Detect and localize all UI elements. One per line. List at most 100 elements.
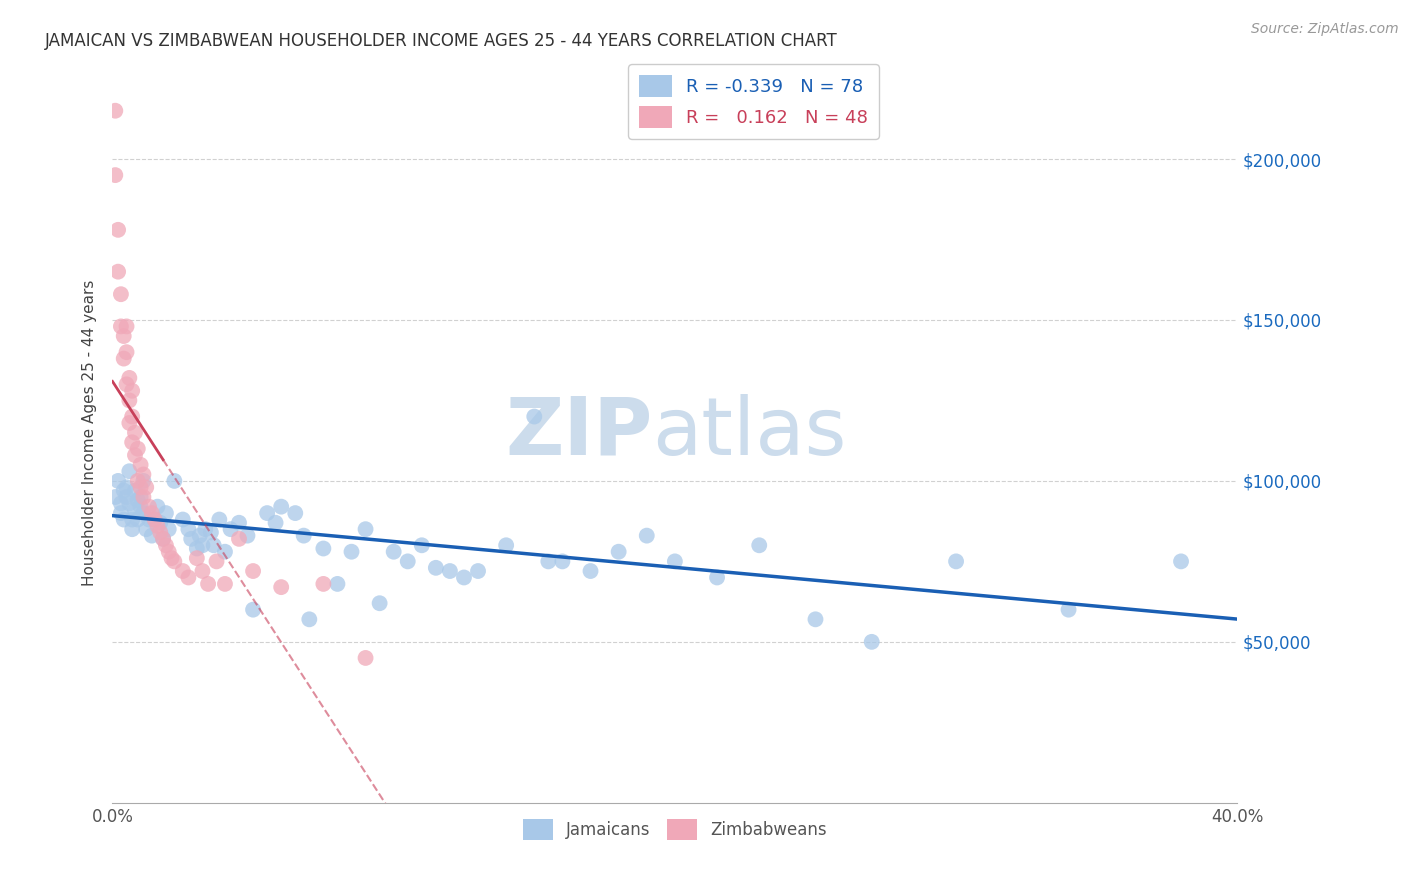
- Point: [160, 551, 183, 566]
- Point: [157, 522, 180, 536]
- Point: [523, 409, 546, 424]
- Point: [172, 564, 194, 578]
- Point: [312, 541, 335, 556]
- Point: [129, 490, 152, 504]
- Point: [242, 602, 264, 616]
- Point: [292, 528, 315, 542]
- Point: [121, 384, 143, 398]
- Point: [121, 409, 143, 424]
- Point: [186, 541, 208, 556]
- Point: [205, 554, 228, 568]
- Point: [579, 564, 602, 578]
- Point: [104, 490, 127, 504]
- Text: Source: ZipAtlas.com: Source: ZipAtlas.com: [1251, 22, 1399, 37]
- Point: [202, 538, 225, 552]
- Point: [127, 442, 149, 456]
- Legend: Jamaicans, Zimbabweans: Jamaicans, Zimbabweans: [516, 813, 834, 847]
- Point: [110, 287, 132, 301]
- Point: [121, 435, 143, 450]
- Point: [129, 500, 152, 514]
- Point: [149, 516, 172, 530]
- Point: [112, 512, 135, 526]
- Point: [129, 458, 152, 472]
- Point: [219, 522, 242, 536]
- Point: [188, 528, 211, 542]
- Point: [104, 103, 127, 118]
- Point: [242, 564, 264, 578]
- Point: [177, 522, 200, 536]
- Point: [127, 474, 149, 488]
- Point: [200, 525, 222, 540]
- Point: [706, 570, 728, 584]
- Point: [495, 538, 517, 552]
- Text: atlas: atlas: [652, 393, 846, 472]
- Point: [132, 467, 155, 482]
- Point: [264, 516, 287, 530]
- Point: [748, 538, 770, 552]
- Point: [132, 490, 155, 504]
- Point: [537, 554, 560, 568]
- Text: ZIP: ZIP: [505, 393, 652, 472]
- Point: [107, 265, 129, 279]
- Point: [118, 371, 141, 385]
- Point: [135, 522, 157, 536]
- Point: [143, 512, 166, 526]
- Point: [354, 651, 377, 665]
- Point: [127, 493, 149, 508]
- Point: [110, 496, 132, 510]
- Point: [124, 425, 146, 440]
- Point: [425, 561, 447, 575]
- Point: [340, 545, 363, 559]
- Point: [132, 474, 155, 488]
- Point: [298, 612, 321, 626]
- Point: [236, 528, 259, 542]
- Point: [129, 480, 152, 494]
- Point: [214, 545, 236, 559]
- Point: [945, 554, 967, 568]
- Point: [146, 500, 169, 514]
- Point: [141, 506, 163, 520]
- Point: [228, 516, 250, 530]
- Point: [115, 480, 138, 494]
- Point: [146, 519, 169, 533]
- Point: [326, 577, 349, 591]
- Point: [118, 496, 141, 510]
- Point: [112, 483, 135, 498]
- Point: [197, 577, 219, 591]
- Point: [115, 490, 138, 504]
- Point: [112, 329, 135, 343]
- Point: [121, 512, 143, 526]
- Point: [551, 554, 574, 568]
- Point: [439, 564, 461, 578]
- Point: [664, 554, 686, 568]
- Point: [607, 545, 630, 559]
- Point: [149, 525, 172, 540]
- Point: [118, 393, 141, 408]
- Point: [368, 596, 391, 610]
- Y-axis label: Householder Income Ages 25 - 44 years: Householder Income Ages 25 - 44 years: [82, 279, 97, 586]
- Point: [135, 480, 157, 494]
- Point: [467, 564, 489, 578]
- Point: [155, 538, 177, 552]
- Point: [1170, 554, 1192, 568]
- Point: [138, 512, 160, 526]
- Point: [382, 545, 405, 559]
- Point: [636, 528, 658, 542]
- Point: [104, 168, 127, 182]
- Point: [157, 545, 180, 559]
- Point: [110, 319, 132, 334]
- Point: [354, 522, 377, 536]
- Point: [191, 538, 214, 552]
- Point: [256, 506, 278, 520]
- Point: [411, 538, 433, 552]
- Point: [180, 532, 202, 546]
- Point: [132, 506, 155, 520]
- Point: [208, 512, 231, 526]
- Point: [143, 512, 166, 526]
- Point: [127, 512, 149, 526]
- Point: [110, 506, 132, 520]
- Point: [115, 345, 138, 359]
- Point: [124, 448, 146, 462]
- Point: [186, 551, 208, 566]
- Point: [284, 506, 307, 520]
